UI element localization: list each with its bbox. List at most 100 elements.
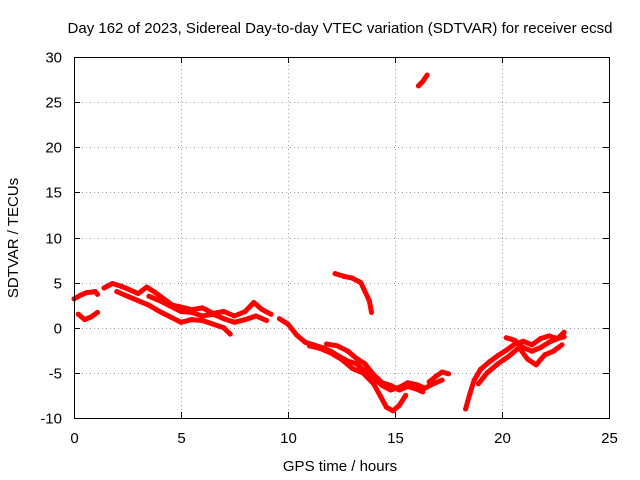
data-point: [433, 374, 439, 379]
x-tick-label: 15: [387, 430, 404, 447]
data-point: [546, 339, 552, 345]
data-point: [396, 387, 402, 393]
data-point: [135, 291, 141, 296]
data-point: [360, 370, 366, 376]
data-point: [422, 385, 428, 391]
data-point: [484, 370, 490, 376]
data-point: [503, 335, 509, 341]
data-point: [345, 348, 351, 354]
y-tick-label: -10: [40, 411, 62, 428]
series-trace-f: [276, 316, 445, 393]
data-point: [306, 343, 312, 349]
data-point: [189, 317, 195, 323]
data-point: [221, 325, 227, 331]
y-tick-label: 25: [45, 95, 62, 112]
data-point: [379, 380, 385, 386]
y-tick-label: 10: [45, 231, 62, 248]
x-tick-label: 20: [494, 430, 511, 447]
series-trace-m: [476, 342, 565, 387]
data-point: [538, 345, 543, 351]
data-point: [75, 311, 81, 317]
data-point: [439, 369, 445, 375]
data-point: [178, 309, 184, 314]
data-point: [362, 289, 368, 295]
data-point: [413, 382, 419, 388]
data-point: [334, 343, 340, 349]
data-point: [77, 292, 83, 298]
data-point: [264, 318, 270, 323]
data-point: [358, 280, 364, 286]
data-point: [538, 336, 543, 342]
data-point: [178, 319, 184, 325]
data-point: [424, 72, 430, 78]
data-point: [550, 348, 556, 354]
series-group: [71, 72, 567, 414]
data-point: [405, 383, 411, 389]
axis-ticks: 0 5 10 15 20 25 -10 -5 0 5 10 15 20 25 30: [40, 50, 618, 448]
data-point: [486, 359, 492, 365]
x-tick-label: 5: [177, 430, 185, 447]
data-point: [167, 314, 173, 320]
data-point: [110, 281, 115, 286]
data-point: [317, 346, 323, 351]
data-point: [471, 377, 477, 383]
data-point: [199, 318, 205, 323]
data-point: [232, 319, 237, 325]
data-point: [118, 283, 124, 289]
x-tick-label: 0: [70, 430, 78, 447]
data-point: [478, 366, 484, 372]
data-point: [416, 83, 421, 89]
data-point: [371, 381, 377, 387]
data-point: [146, 293, 152, 299]
x-axis-label: GPS time / hours: [283, 458, 397, 475]
data-point: [439, 377, 445, 383]
y-tick-label: 0: [54, 321, 62, 338]
data-point: [420, 78, 426, 84]
data-point: [251, 300, 257, 305]
data-point: [157, 309, 163, 314]
y-axis-label: SDTVAR / TECUs: [5, 178, 22, 298]
data-point: [426, 379, 432, 385]
data-point: [339, 356, 344, 362]
data-point: [369, 309, 374, 315]
data-point: [377, 392, 383, 398]
data-point: [276, 316, 282, 322]
data-point: [467, 391, 473, 397]
data-point: [349, 275, 355, 281]
data-point: [135, 298, 141, 304]
data-point: [420, 389, 426, 395]
series-trace-b: [75, 309, 100, 323]
y-tick-label: 15: [45, 185, 62, 202]
data-point: [324, 341, 329, 347]
data-point: [476, 381, 481, 387]
data-point: [529, 348, 535, 354]
y-tick-label: -5: [49, 366, 62, 383]
data-point: [512, 337, 518, 343]
chart-title: Day 162 of 2023, Sidereal Day-to-day VTE…: [68, 20, 613, 37]
data-point: [546, 333, 552, 339]
series-trace-g: [306, 343, 409, 414]
y-tick-label: 30: [45, 50, 62, 67]
data-point: [232, 313, 237, 319]
data-point: [413, 386, 419, 392]
data-point: [114, 289, 120, 295]
data-point: [463, 406, 469, 412]
data-point: [268, 311, 274, 317]
data-point: [227, 331, 233, 337]
data-point: [354, 361, 359, 367]
data-point: [559, 342, 565, 348]
data-point: [495, 353, 501, 359]
data-point: [362, 361, 368, 367]
data-point: [157, 298, 163, 304]
data-point: [403, 392, 409, 398]
data-point: [529, 342, 535, 348]
data-point: [242, 309, 248, 314]
data-point: [285, 321, 291, 327]
data-point: [84, 290, 90, 296]
data-point: [242, 317, 248, 323]
data-point: [95, 291, 100, 297]
data-point: [189, 309, 195, 315]
data-point: [366, 298, 372, 304]
data-point: [127, 287, 133, 293]
